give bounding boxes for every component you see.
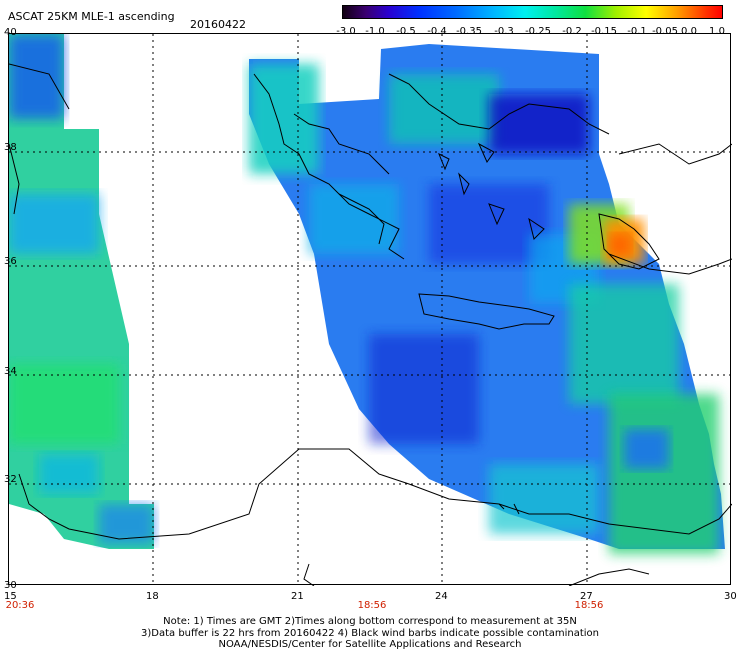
colorbar-label: 1.0 xyxy=(709,26,725,37)
colorbar-label: -0.15 xyxy=(591,26,617,37)
lon-label: 15 xyxy=(4,591,17,602)
lat-label: 30 xyxy=(4,580,17,591)
map-title: ASCAT 25KM MLE-1 ascending xyxy=(8,10,175,23)
map-date: 20160422 xyxy=(190,18,246,31)
colorbar-label: -0.25 xyxy=(525,26,551,37)
colorbar-label: -1.0 xyxy=(365,26,385,37)
colorbar-label: 0.0 xyxy=(681,26,697,37)
eastern-swath xyxy=(249,44,725,554)
note-line: 3)Data buffer is 22 hrs from 20160422 4)… xyxy=(141,628,599,639)
colorbar-label: -0.4 xyxy=(427,26,447,37)
colorbar-label: -0.1 xyxy=(627,26,647,37)
lat-label: 38 xyxy=(4,142,17,153)
lon-label: 18 xyxy=(146,591,159,602)
colorbar-label: -0.05 xyxy=(652,26,678,37)
western-swath xyxy=(9,34,154,549)
scatterometer-map[interactable] xyxy=(8,33,732,586)
lon-label: 27 xyxy=(580,591,593,602)
lat-label: 40 xyxy=(4,27,17,38)
map-canvas xyxy=(9,34,732,586)
colorbar-label: -0.3 xyxy=(494,26,514,37)
colorbar-label: -0.5 xyxy=(396,26,416,37)
graticule xyxy=(9,34,732,586)
measurement-time: 20:36 xyxy=(5,600,35,611)
lon-label: 30 xyxy=(724,591,737,602)
colorbar-label: -0.2 xyxy=(562,26,582,37)
lon-label: 24 xyxy=(435,591,448,602)
lon-label: 21 xyxy=(291,591,304,602)
lat-label: 32 xyxy=(4,474,17,485)
measurement-time: 18:56 xyxy=(574,600,604,611)
note-line: Note: 1) Times are GMT 2)Times along bot… xyxy=(163,616,577,627)
measurement-time: 18:56 xyxy=(357,600,387,611)
colorbar xyxy=(342,5,723,19)
lat-label: 36 xyxy=(4,256,17,267)
colorbar-label: -0.35 xyxy=(456,26,482,37)
note-line: NOAA/NESDIS/Center for Satellite Applica… xyxy=(218,639,522,650)
colorbar-label: -3.0 xyxy=(336,26,356,37)
coastlines xyxy=(9,63,732,586)
lat-label: 34 xyxy=(4,366,17,377)
